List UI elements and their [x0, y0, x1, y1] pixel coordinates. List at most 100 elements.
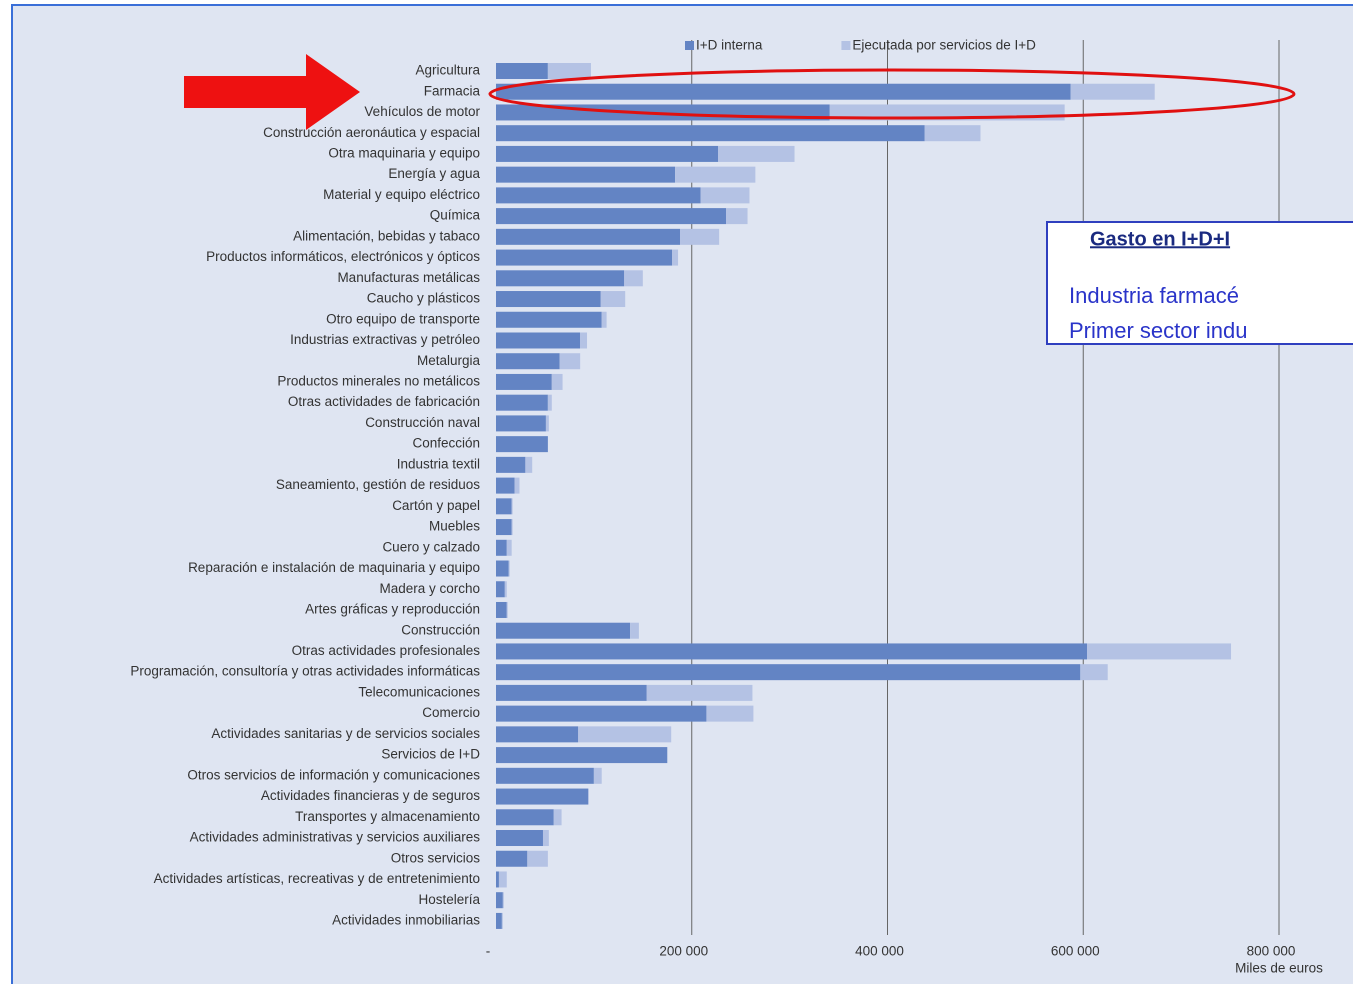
y-tick-label: Productos minerales no metálicos [277, 374, 480, 389]
bar-segment [551, 373, 563, 390]
bar-segment [508, 560, 510, 577]
y-tick-label: Otra maquinaria y equipo [328, 145, 480, 160]
bar-segment [496, 684, 647, 701]
x-axis-label: Miles de euros [1235, 961, 1323, 976]
bar-segment [496, 477, 515, 494]
bar-segment [496, 353, 560, 370]
y-tick-label: Alimentación, bebidas y tabaco [293, 228, 480, 243]
bar-segment [527, 850, 548, 867]
legend-swatch [685, 41, 694, 50]
bar-segment [496, 166, 676, 183]
y-tick-label: Agricultura [415, 63, 480, 78]
bar-segment [1080, 664, 1108, 681]
bar-segment [593, 767, 602, 784]
annotation-box [1046, 221, 1353, 345]
bar-segment [506, 601, 508, 618]
bar-segment [601, 311, 607, 328]
bar-segment [496, 539, 507, 556]
y-tick-label: Industria textil [397, 456, 480, 471]
bar-segment [680, 228, 720, 245]
x-tick-label: 200 000 [659, 944, 708, 959]
bar-segment [578, 726, 672, 743]
bar-segment [496, 809, 554, 826]
y-tick-label: Otros servicios de información y comunic… [187, 767, 480, 782]
bar-segment [496, 249, 673, 266]
y-tick-label: Cartón y papel [392, 498, 480, 513]
y-tick-label: Material y equipo eléctrico [323, 187, 480, 202]
y-tick-label: Saneamiento, gestión de residuos [276, 477, 480, 492]
bar-segment [496, 208, 727, 225]
bar-segment [496, 560, 509, 577]
bar-segment [496, 643, 1088, 660]
bar-segment [501, 912, 503, 929]
arrow [184, 54, 360, 130]
annotation-line: Primer sector indu [1069, 318, 1248, 343]
bar-segment [542, 830, 549, 847]
x-tick-label: 400 000 [855, 944, 904, 959]
bar-segment [496, 456, 526, 473]
y-tick-label: Actividades sanitarias y de servicios so… [211, 726, 480, 741]
annotation-title: Gasto en I+D+I [1090, 228, 1230, 250]
bar-segment [525, 456, 533, 473]
bar-segment [496, 581, 505, 598]
bar-segment [600, 291, 626, 308]
bar-segment [496, 63, 548, 79]
bar-segment [547, 394, 552, 411]
bar-segment [1087, 643, 1232, 660]
bar-segment [496, 747, 668, 764]
bar-segment [496, 332, 581, 349]
bar-segment [559, 353, 581, 370]
y-tick-label: Cuero y calzado [382, 539, 480, 554]
y-tick-label: Química [430, 208, 481, 223]
legend-swatch [841, 41, 851, 50]
bar-segment [1070, 83, 1155, 100]
y-tick-label: Construcción naval [365, 415, 480, 430]
bar-segment [496, 850, 528, 867]
bar-segment [496, 664, 1081, 681]
bar-segment [700, 187, 750, 204]
y-tick-label: Otros servicios [391, 850, 481, 865]
bar-segment [672, 249, 679, 266]
bar-segment [706, 705, 754, 722]
y-tick-label: Construcción [401, 622, 480, 637]
bar-segment [630, 622, 639, 639]
y-tick-label: Servicios de I+D [381, 747, 480, 762]
bar-segment [496, 415, 546, 432]
bar-segment [514, 477, 520, 494]
legend-label: Ejecutada por servicios de I+D [852, 38, 1036, 53]
bar-segment [496, 373, 552, 390]
y-tick-label: Otro equipo de transporte [326, 311, 480, 326]
y-tick-label: Productos informáticos, electrónicos y ó… [206, 249, 480, 264]
bar-segment [496, 394, 548, 411]
bar-segment [718, 145, 795, 162]
bar-segment [496, 270, 625, 287]
bar-segment [496, 291, 601, 308]
y-tick-label: Metalurgia [417, 353, 481, 368]
bar-segment [588, 788, 589, 805]
y-tick-label: Energía y agua [388, 166, 480, 181]
bar-segment [580, 332, 588, 349]
x-tick-label: 800 000 [1247, 944, 1296, 959]
y-tick-label: Industrias extractivas y petróleo [290, 332, 480, 347]
y-tick-label: Manufacturas metálicas [337, 270, 480, 285]
y-tick-label: Telecomunicaciones [358, 684, 480, 699]
highlight-ellipse [488, 68, 1296, 120]
y-tick-label: Otras actividades de fabricación [288, 394, 480, 409]
bar-segment [506, 539, 512, 556]
y-tick-label: Actividades artísticas, recreativas y de… [154, 871, 480, 886]
y-tick-label: Farmacia [424, 83, 481, 98]
bar-segment [511, 519, 513, 536]
bar-segment [496, 498, 512, 515]
y-tick-label: Madera y corcho [379, 581, 480, 596]
x-tick-label: - [486, 944, 491, 959]
bar-segment [496, 830, 543, 847]
bar-segment [675, 166, 756, 183]
x-tick-label: 600 000 [1051, 944, 1100, 959]
y-tick-label: Confección [412, 436, 480, 451]
bar-segment [496, 519, 512, 536]
y-tick-label: Artes gráficas y reproducción [305, 602, 480, 617]
annotation-line: Industria farmacé [1069, 283, 1239, 308]
legend-label: I+D interna [696, 38, 763, 53]
bar-segment [924, 125, 981, 142]
